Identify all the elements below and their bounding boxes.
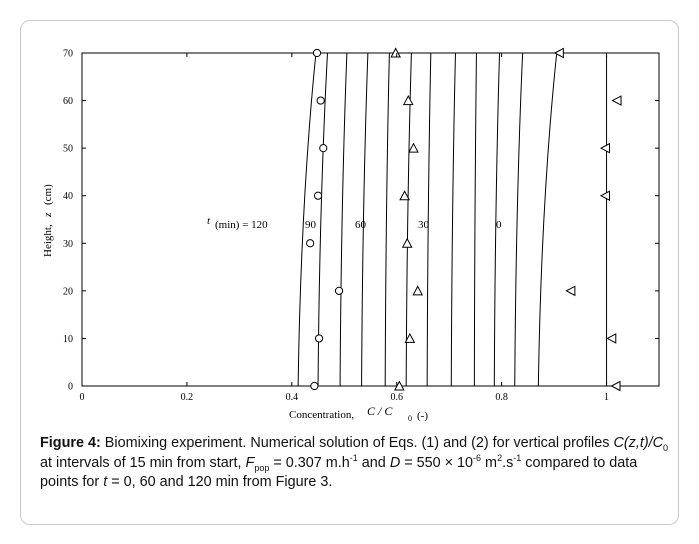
circle-point-5 xyxy=(319,144,328,153)
y-tick-label-0: 0 xyxy=(68,382,73,393)
data-markers xyxy=(306,47,622,392)
triangle-up-point-5 xyxy=(408,142,419,153)
caption-expr-sub: 0 xyxy=(663,442,669,453)
y-axis-symbol: z xyxy=(42,212,54,218)
model-curve-3 xyxy=(361,52,369,387)
triangle-up-point-1 xyxy=(404,332,416,343)
caption-text-6: m xyxy=(481,454,498,471)
annotation-0: 0 xyxy=(496,219,502,231)
model-curve-7 xyxy=(450,52,456,387)
triangle-left-point-3 xyxy=(599,190,610,202)
plot-area xyxy=(81,52,660,387)
caption-text-7: .s xyxy=(502,454,514,471)
y-tick-label-1: 10 xyxy=(63,334,73,345)
model-curve-6 xyxy=(426,52,432,387)
caption-d-symbol: D xyxy=(389,454,401,471)
caption-text-4: and xyxy=(357,454,390,471)
triangle-up-point-2 xyxy=(412,285,424,296)
model-curve-11 xyxy=(537,52,558,387)
circle-point-2 xyxy=(334,286,344,295)
caption-d-exp-1: -6 xyxy=(473,452,482,463)
caption-t-symbol: t xyxy=(103,474,108,490)
y-axis-title: Height, z (cm) xyxy=(42,184,54,257)
annotation-unit: (min) = 120 xyxy=(215,219,268,231)
annotation-30: 30 xyxy=(418,219,430,231)
circle-point-7 xyxy=(312,48,322,58)
triangle-left-point-4 xyxy=(599,142,610,154)
x-axis-symbol: C / C xyxy=(367,404,393,418)
x-tick-label-3: 0.6 xyxy=(390,392,403,403)
triangle-up-point-7 xyxy=(390,47,402,58)
y-tick-label-2: 20 xyxy=(63,286,73,297)
x-tick-label-2: 0.4 xyxy=(286,392,299,403)
triangle-left-point-1 xyxy=(606,333,617,344)
caption-f-sub: pop xyxy=(254,462,270,473)
caption-text-5: = 550 × 10 xyxy=(400,454,474,471)
circle-point-0 xyxy=(310,381,319,391)
x-tick-label-0: 0 xyxy=(80,392,85,403)
model-curve-9 xyxy=(493,52,501,387)
caption-expr: C(z,t)/C xyxy=(613,435,664,451)
figure-caption: Figure 4: Biomixing experiment. Numerica… xyxy=(40,434,670,493)
annotation-60: 60 xyxy=(355,219,367,231)
caption-text-3: = 0.307 m.h xyxy=(269,454,350,471)
model-curve-8 xyxy=(473,52,477,387)
triangle-up-point-6 xyxy=(402,95,414,106)
triangle-up-point-4 xyxy=(399,190,410,201)
y-tick-label-4: 40 xyxy=(63,191,73,202)
x-tick-label-4: 0.8 xyxy=(495,392,508,403)
x-axis-sub: 0 xyxy=(408,414,412,423)
y-tick-label-7: 70 xyxy=(63,49,73,60)
annotation-t: t xyxy=(207,215,211,227)
y-tick-label-6: 60 xyxy=(63,96,73,107)
circle-point-1 xyxy=(314,334,324,343)
triangle-left-point-0 xyxy=(610,380,621,392)
y-tick-label-5: 50 xyxy=(63,144,73,155)
triangle-left-point-2 xyxy=(565,285,576,297)
x-axis-unit: (-) xyxy=(417,410,428,422)
caption-text-2: at intervals of 15 min from start, xyxy=(40,454,246,471)
triangle-left-point-5 xyxy=(611,95,622,106)
caption-d-exp-2: 2 xyxy=(497,452,503,463)
caption-text-1: Biomixing experiment. Numerical solution… xyxy=(100,435,614,451)
model-curve-4 xyxy=(384,52,390,387)
figure-frame xyxy=(20,20,679,525)
circle-point-3 xyxy=(306,239,315,248)
caption-f-symbol: F xyxy=(245,454,255,471)
caption-figure-label: Figure 4: xyxy=(40,435,101,451)
caption-f-exp: -1 xyxy=(349,452,358,463)
caption-text-8: compared to data points for xyxy=(40,454,638,491)
x-tick-label-5: 1 xyxy=(604,392,609,403)
x-axis-label: Concentration, xyxy=(289,409,354,421)
model-curve-2 xyxy=(339,52,348,387)
y-tick-label-3: 30 xyxy=(63,239,73,250)
triangle-up-point-3 xyxy=(401,237,413,248)
model-curve-5 xyxy=(405,52,412,387)
circle-point-6 xyxy=(316,96,325,105)
y-axis-unit: (cm) xyxy=(42,184,54,205)
triangle-left-point-6 xyxy=(553,47,564,59)
model-curves xyxy=(297,52,608,387)
circle-point-4 xyxy=(313,191,323,200)
model-curve-0 xyxy=(297,52,317,387)
y-axis-label: Height, xyxy=(42,224,54,257)
x-tick-label-1: 0.2 xyxy=(181,392,194,403)
annotation-90: 90 xyxy=(305,219,317,231)
caption-d-exp-3: -1 xyxy=(513,452,522,463)
caption-text-9: = 0, 60 and 120 min from Figure 3. xyxy=(107,474,333,490)
model-curve-10 xyxy=(514,52,524,387)
